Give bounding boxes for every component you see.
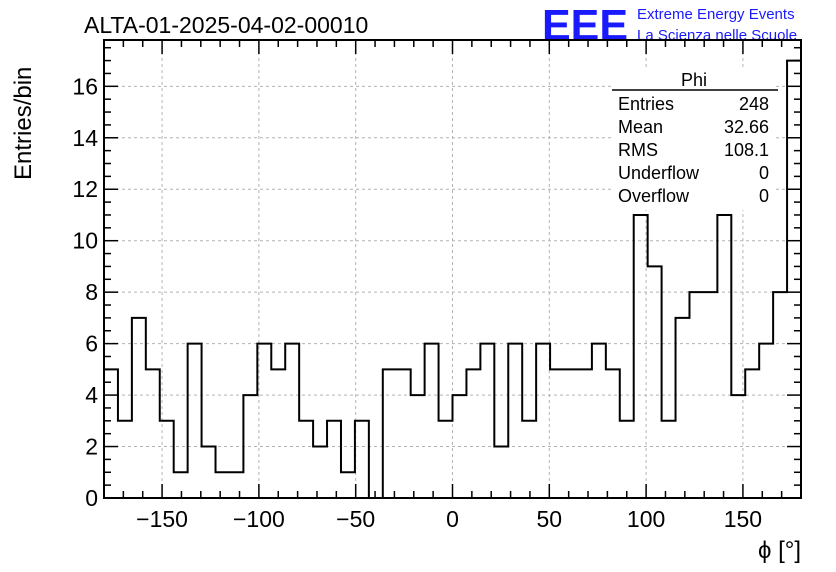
y-tick-label: 2 <box>85 434 98 460</box>
plot-frame <box>103 39 802 499</box>
axis-ticks <box>104 40 801 499</box>
stats-box-background <box>612 70 776 210</box>
stats-box: Phi Entries 248 Mean 32.66 RMS 108.1 Underflow… <box>612 70 778 210</box>
stats-row-label: RMS <box>618 140 658 160</box>
stats-row-label: Underflow <box>618 163 700 183</box>
stats-row-value: 32.66 <box>724 117 769 137</box>
x-tick-label: 50 <box>537 506 563 532</box>
stats-row-value: 0 <box>759 186 769 206</box>
y-tick-label: 16 <box>72 73 98 99</box>
chart-title: ALTA-01-2025-04-02-00010 <box>84 12 368 38</box>
x-tick-labels: −150 −100 −50 0 50 100 150 <box>136 506 762 532</box>
stats-row-label: Entries <box>618 94 674 114</box>
x-tick-label: −100 <box>233 506 285 532</box>
grid-lines <box>104 40 801 498</box>
y-tick-label: 4 <box>85 382 98 408</box>
stats-row-label: Overflow <box>618 186 690 206</box>
stats-row-label: Mean <box>618 117 663 137</box>
stats-rows: Entries 248 Mean 32.66 RMS 108.1 Underflow 0 Ove… <box>618 94 769 206</box>
x-tick-label: −50 <box>336 506 375 532</box>
y-axis-label: Entries/bin <box>10 67 37 180</box>
y-tick-label: 14 <box>72 125 98 151</box>
x-tick-label: 100 <box>627 506 665 532</box>
y-tick-labels: 0 2 4 6 8 10 12 14 16 <box>72 73 98 511</box>
y-tick-label: 8 <box>85 279 98 305</box>
y-tick-label: 12 <box>72 176 98 202</box>
stats-box-title: Phi <box>681 70 707 90</box>
stats-row-value: 108.1 <box>724 140 769 160</box>
x-tick-label: −150 <box>136 506 188 532</box>
x-tick-label: 150 <box>724 506 762 532</box>
x-axis-label: ϕ [°] <box>758 537 801 564</box>
histogram-outline <box>103 59 802 499</box>
y-tick-label: 10 <box>72 228 98 254</box>
y-tick-label: 0 <box>85 485 98 511</box>
stats-row-value: 0 <box>759 163 769 183</box>
x-tick-label: 0 <box>446 506 459 532</box>
stats-row-value: 248 <box>739 94 769 114</box>
logo-line-1: Extreme Energy Events <box>637 6 795 23</box>
y-tick-label: 6 <box>85 331 98 357</box>
